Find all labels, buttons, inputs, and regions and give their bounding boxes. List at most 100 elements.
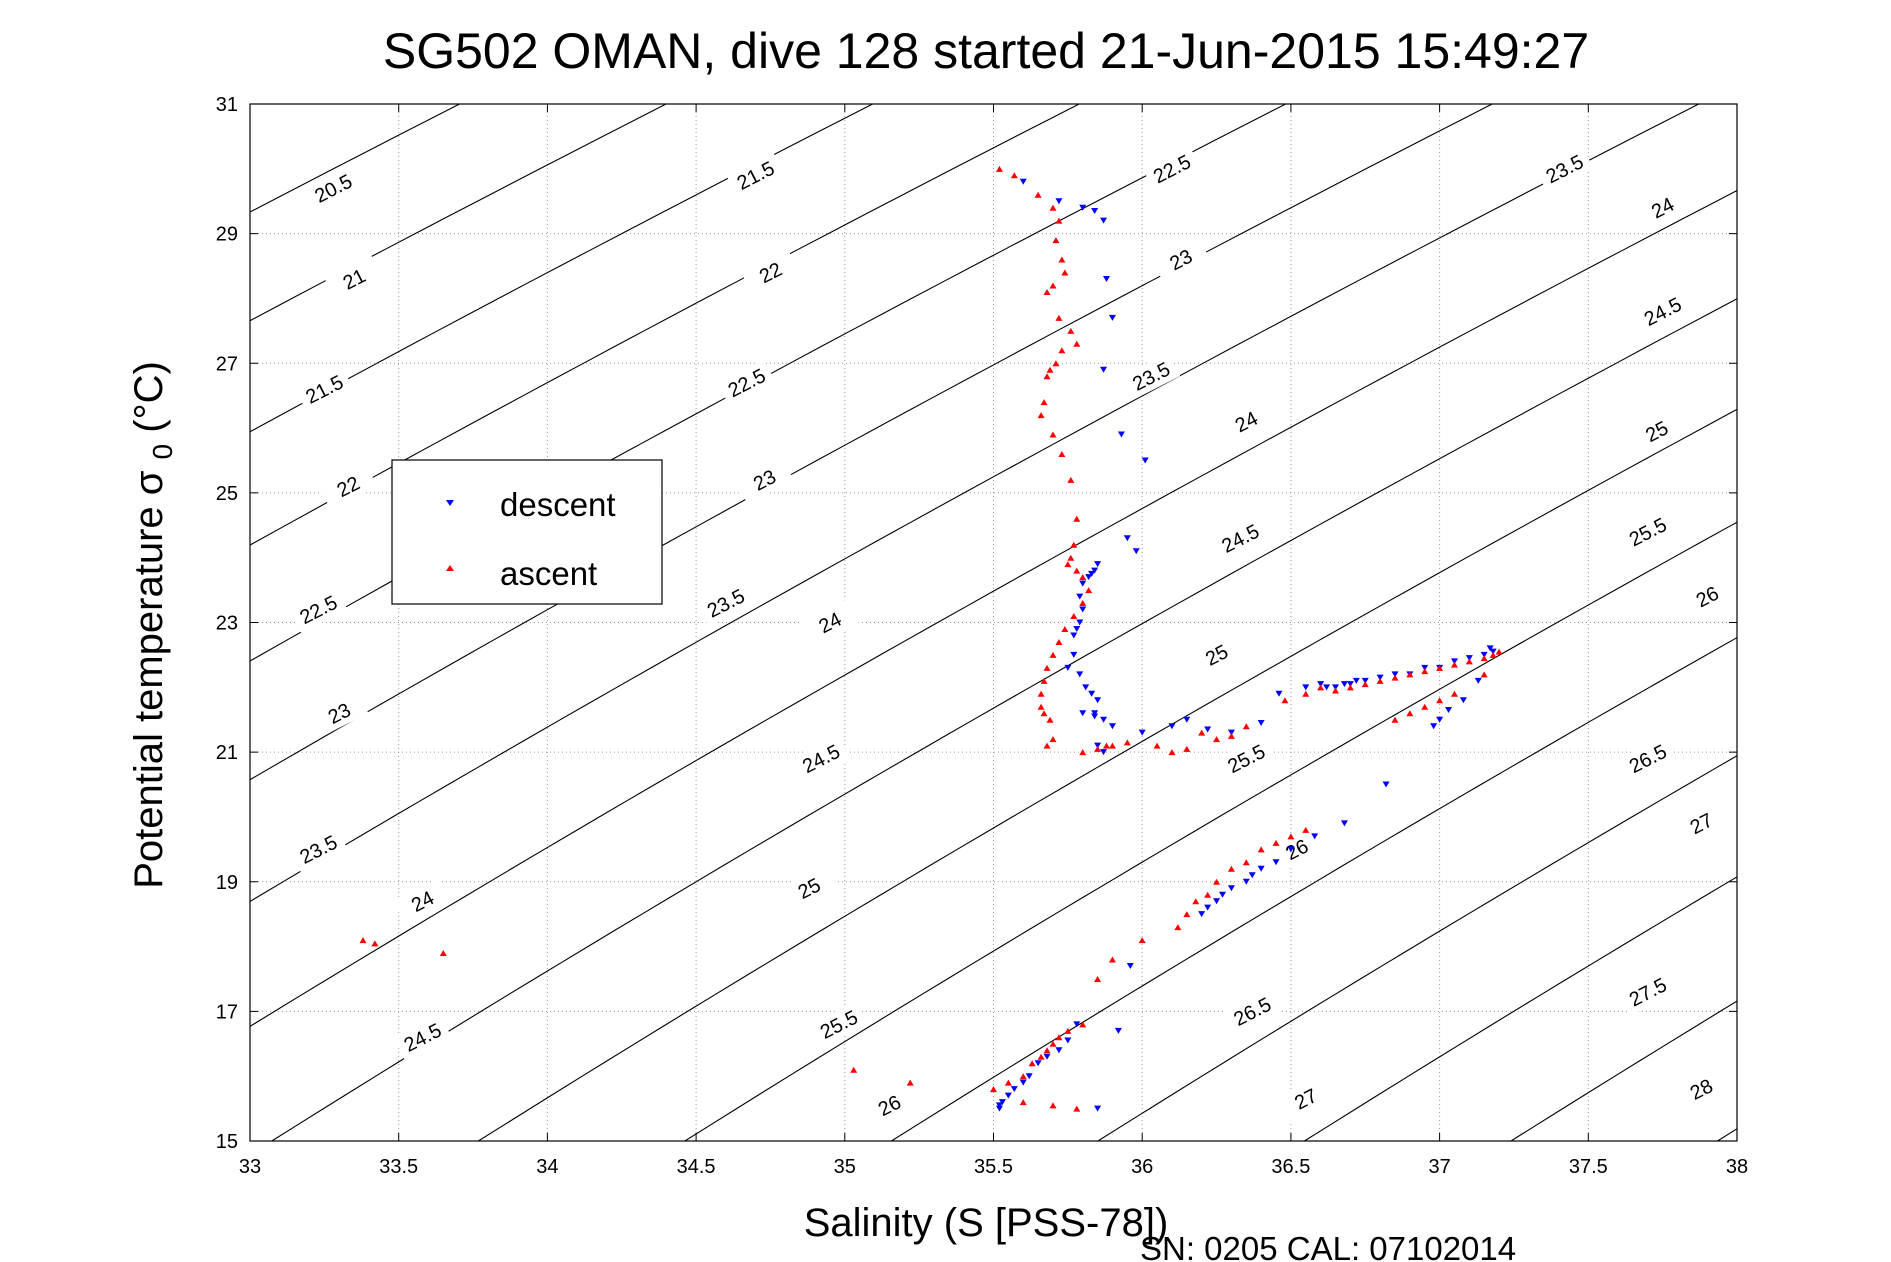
x-tick-label: 34.5 — [677, 1156, 716, 1178]
ascent-point — [1067, 554, 1075, 561]
contour-label-background — [1223, 987, 1282, 1035]
ascent-point — [1108, 742, 1116, 749]
ascent-point — [1037, 412, 1045, 419]
descent-point — [1275, 690, 1283, 697]
descent-point — [1073, 1021, 1081, 1028]
contour-label-background — [1276, 1075, 1335, 1123]
ascent-point — [1073, 567, 1081, 574]
density-contour-line — [250, 189, 1737, 1028]
y-axis-label-unit: (°C) — [127, 361, 171, 433]
legend-ascent-label: ascent — [500, 555, 597, 592]
descent-point — [1311, 833, 1319, 840]
density-contour-line — [250, 104, 1700, 903]
descent-point — [1430, 723, 1438, 730]
legend-box — [391, 459, 663, 605]
x-tick-label: 33 — [239, 1156, 261, 1178]
contour-label-background — [809, 1000, 868, 1048]
ascent-point — [906, 1079, 914, 1086]
y-tick-label: 27 — [216, 353, 238, 375]
ascent-point — [1183, 745, 1191, 752]
density-contour-line — [270, 298, 1737, 1141]
ascent-point — [1153, 742, 1161, 749]
descent-point — [1361, 677, 1369, 684]
ascent-point — [1242, 859, 1250, 866]
y-tick-label: 23 — [216, 613, 238, 635]
ascent-point — [1227, 732, 1235, 739]
y-axis-label-subscript: 0 — [147, 444, 178, 460]
y-axis-label-text: Potential temperature — [127, 495, 171, 889]
ascent-point — [1302, 690, 1310, 697]
descent-point — [1126, 963, 1134, 970]
ascent-point — [1436, 664, 1444, 671]
ascent-point — [1055, 638, 1063, 645]
descent-point — [1100, 716, 1108, 723]
ascent-point — [1034, 191, 1042, 198]
descent-point — [995, 1105, 1003, 1112]
ascent-point — [1391, 674, 1399, 681]
x-tick-label: 33.5 — [379, 1156, 418, 1178]
descent-point — [1257, 865, 1265, 872]
descent-point — [1352, 677, 1360, 684]
descent-point — [995, 1102, 1003, 1109]
descent-point — [1079, 580, 1087, 587]
ascent-point — [371, 940, 379, 947]
ascent-point — [1174, 924, 1182, 931]
ascent-point — [1079, 749, 1087, 756]
ascent-point — [1465, 658, 1473, 665]
descent-point — [1094, 742, 1102, 749]
y-tick-label: 29 — [216, 224, 238, 246]
contour-label-background — [1633, 184, 1692, 232]
descent-point — [1073, 625, 1081, 632]
chart-title: SG502 OMAN, dive 128 started 21-Jun-2015… — [383, 23, 1589, 79]
ascent-point — [359, 937, 367, 944]
ascent-point — [1123, 739, 1131, 746]
contour-label-background — [1122, 352, 1181, 400]
contour-label-background — [1142, 145, 1202, 193]
descent-point — [1114, 1027, 1122, 1034]
density-contour-line — [1509, 1000, 1737, 1141]
contour-label-background — [741, 249, 800, 296]
descent-point — [1376, 674, 1384, 681]
contour-label-background — [1217, 735, 1276, 782]
descent-point — [1391, 671, 1399, 678]
x-axis-label: Salinity (S [PSS-78]) — [804, 1201, 1169, 1245]
descent-point — [1257, 719, 1265, 726]
ascent-point — [439, 950, 447, 957]
density-contour-line — [1303, 876, 1737, 1141]
contour-label-background — [289, 825, 348, 873]
descent-point — [1079, 710, 1087, 717]
ascent-point — [1043, 1047, 1051, 1054]
x-axis-ticks: 33 33.5 34 34.5 35 35.5 36 36.5 37 37.5 38 — [239, 104, 1748, 1178]
ascent-series — [359, 165, 1503, 1112]
descent-point — [1138, 729, 1146, 736]
ascent-point — [1257, 846, 1265, 853]
ascent-point — [1495, 648, 1503, 655]
ascent-point — [1108, 956, 1116, 963]
descent-point — [1085, 574, 1093, 581]
ascent-point — [1019, 1073, 1027, 1080]
descent-point — [1459, 697, 1467, 704]
descent-point — [1108, 314, 1116, 321]
ascent-point — [1037, 1053, 1045, 1060]
ascent-point — [1213, 736, 1221, 743]
legend: descent ascent — [391, 459, 663, 605]
contour-label-background — [304, 164, 363, 212]
descent-point — [1079, 606, 1087, 613]
ascent-point — [1213, 878, 1221, 885]
y-tick-label: 31 — [216, 94, 238, 116]
contour-label-background — [1187, 631, 1246, 679]
ascent-point — [1049, 1102, 1057, 1109]
descent-point — [1480, 651, 1488, 658]
ascent-point — [1043, 664, 1051, 671]
y-tick-label: 25 — [216, 483, 238, 505]
descent-point — [1346, 681, 1354, 688]
density-contour-line — [250, 104, 874, 433]
descent-point — [1055, 1047, 1063, 1054]
descent-point — [1088, 690, 1096, 697]
y-axis-label: Potential temperature σ 0 (°C) — [127, 361, 181, 889]
descent-point — [1076, 619, 1084, 626]
descent-point — [1287, 846, 1295, 853]
serial-calibration-note: SN: 0205 CAL: 07102014 — [1140, 1230, 1516, 1262]
ascent-point — [1406, 710, 1414, 717]
descent-point — [1055, 198, 1063, 205]
